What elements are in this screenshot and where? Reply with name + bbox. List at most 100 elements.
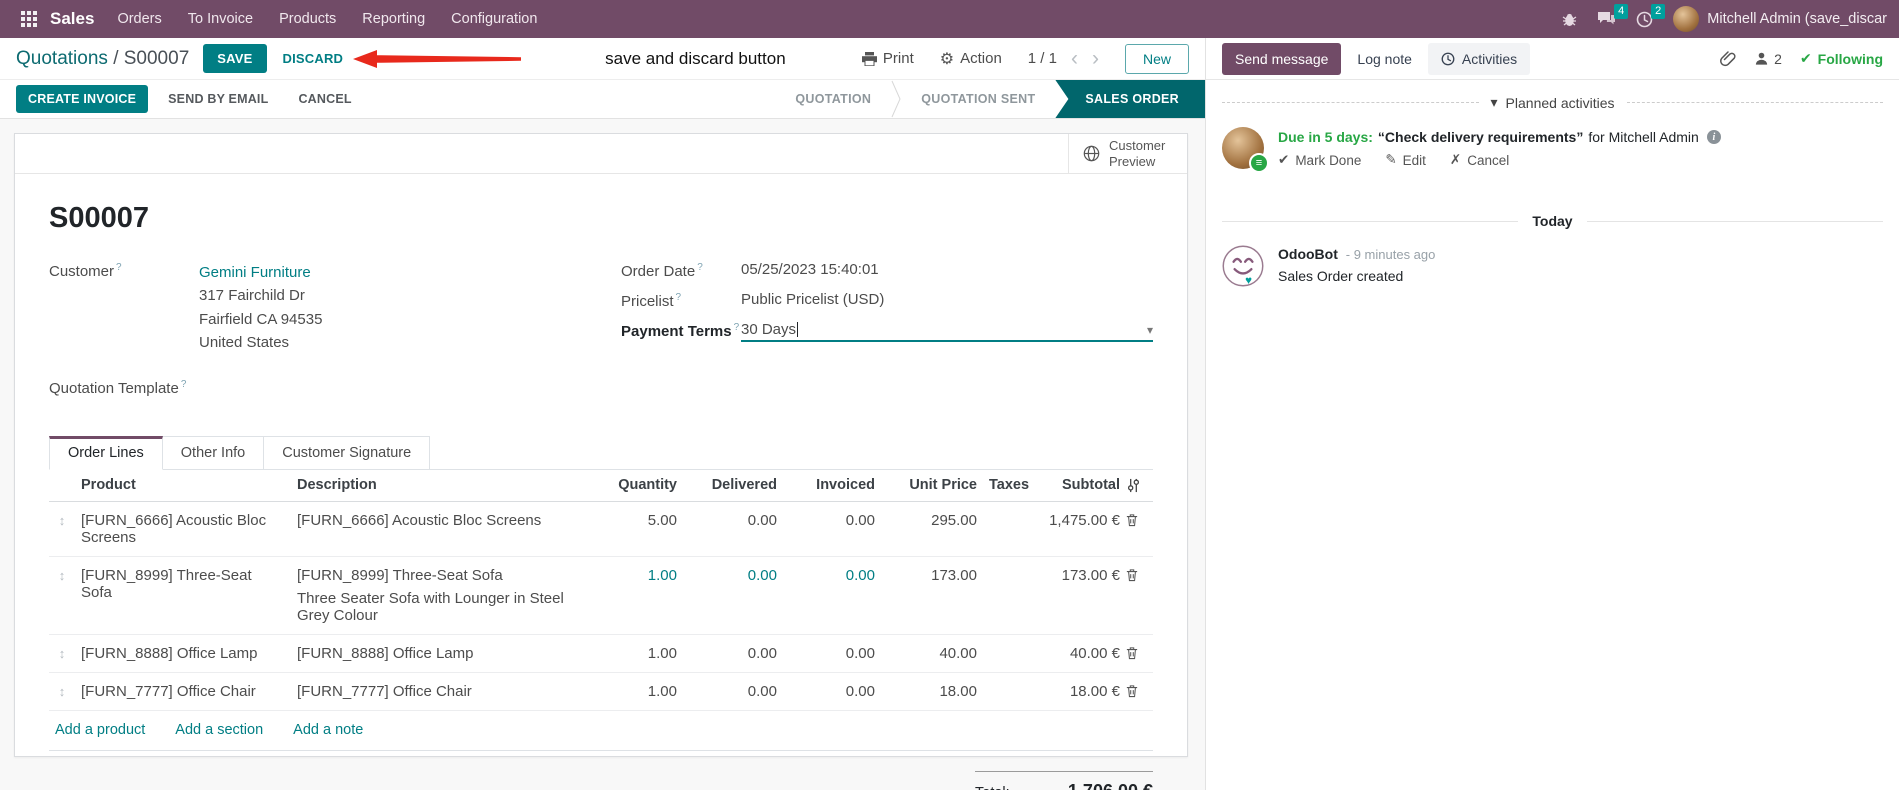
- send-by-email-button[interactable]: SEND BY EMAIL: [158, 85, 278, 113]
- cell-delivered[interactable]: 0.00: [747, 645, 777, 662]
- step-sales-order[interactable]: SALES ORDER: [1055, 80, 1205, 118]
- cell-product[interactable]: [FURN_8888] Office Lamp: [81, 645, 258, 662]
- print-button[interactable]: Print: [861, 50, 914, 67]
- debug-bug-icon[interactable]: [1562, 11, 1577, 27]
- save-button[interactable]: SAVE: [203, 44, 267, 73]
- info-icon[interactable]: i: [1706, 130, 1721, 144]
- menu-reporting[interactable]: Reporting: [362, 11, 426, 27]
- following-button[interactable]: ✔ Following: [1799, 50, 1883, 67]
- menu-orders[interactable]: Orders: [117, 11, 162, 27]
- add-a-product-link[interactable]: Add a product: [55, 722, 146, 738]
- pricelist-field[interactable]: Public Pricelist (USD): [741, 291, 885, 308]
- edit-activity-button[interactable]: ✎ Edit: [1385, 152, 1426, 168]
- tab-other-info[interactable]: Other Info: [162, 436, 265, 469]
- col-subtotal[interactable]: Subtotal: [1062, 477, 1120, 493]
- new-button[interactable]: New: [1124, 43, 1189, 74]
- customer-preview-button[interactable]: Customer Preview: [1068, 134, 1187, 173]
- control-panel: Quotations / S00007 SAVE DISCARD save an…: [0, 38, 1205, 80]
- menu-configuration[interactable]: Configuration: [451, 11, 538, 27]
- col-description[interactable]: Description: [297, 477, 377, 493]
- cell-product[interactable]: [FURN_7777] Office Chair: [81, 683, 256, 700]
- cell-product[interactable]: [FURN_6666] Acoustic Bloc Screens: [81, 512, 267, 546]
- step-quotation[interactable]: QUOTATION: [795, 92, 872, 106]
- cell-invoiced[interactable]: 0.00: [845, 567, 875, 584]
- log-note-button[interactable]: Log note: [1357, 50, 1412, 67]
- col-product[interactable]: Product: [81, 477, 136, 493]
- cell-product[interactable]: [FURN_8999] Three-Seat Sofa: [81, 567, 252, 601]
- table-row[interactable]: ↕ [FURN_6666] Acoustic Bloc Screens [FUR…: [49, 502, 1153, 557]
- activities-clock-icon[interactable]: 2: [1636, 3, 1666, 28]
- table-row[interactable]: ↕ [FURN_8888] Office Lamp [FURN_8888] Of…: [49, 635, 1153, 673]
- cancel-activity-button[interactable]: ✗ Cancel: [1449, 152, 1510, 168]
- cell-taxes[interactable]: [983, 502, 1031, 522]
- attachments-button[interactable]: [1720, 50, 1736, 67]
- drag-handle-icon[interactable]: ↕: [58, 513, 66, 528]
- add-a-section-link[interactable]: Add a section: [175, 722, 264, 738]
- cell-description[interactable]: [FURN_7777] Office Chair: [297, 683, 472, 700]
- cell-taxes[interactable]: [983, 557, 1031, 577]
- drag-handle-icon[interactable]: ↕: [58, 568, 66, 583]
- cell-quantity[interactable]: 5.00: [647, 512, 677, 529]
- drag-handle-icon[interactable]: ↕: [58, 646, 66, 661]
- discard-button[interactable]: DISCARD: [282, 51, 344, 66]
- cell-invoiced[interactable]: 0.00: [845, 645, 875, 662]
- activities-button[interactable]: Activities: [1427, 42, 1531, 75]
- message-author[interactable]: OdooBot: [1278, 246, 1338, 262]
- customer-link[interactable]: Gemini Furniture: [199, 264, 311, 281]
- create-invoice-button[interactable]: CREATE INVOICE: [16, 85, 149, 113]
- cell-quantity[interactable]: 1.00: [647, 683, 677, 700]
- col-invoiced[interactable]: Invoiced: [816, 477, 875, 493]
- col-quantity[interactable]: Quantity: [618, 477, 677, 493]
- tab-customer-signature[interactable]: Customer Signature: [264, 436, 431, 469]
- col-taxes[interactable]: Taxes: [989, 477, 1030, 493]
- user-menu[interactable]: Mitchell Admin (save_discar: [1673, 6, 1887, 32]
- menu-to-invoice[interactable]: To Invoice: [187, 11, 254, 27]
- dropdown-caret-icon[interactable]: ▾: [1146, 322, 1153, 337]
- add-a-note-link[interactable]: Add a note: [293, 722, 364, 738]
- cell-taxes[interactable]: [983, 673, 1031, 693]
- cell-invoiced[interactable]: 0.00: [845, 683, 875, 700]
- tab-order-lines[interactable]: Order Lines: [49, 436, 163, 470]
- cell-unit-price[interactable]: 295.00: [931, 512, 977, 529]
- cell-invoiced[interactable]: 0.00: [845, 512, 875, 529]
- drag-handle-icon[interactable]: ↕: [58, 684, 66, 699]
- table-row[interactable]: ↕ [FURN_7777] Office Chair [FURN_7777] O…: [49, 673, 1153, 711]
- delete-row-icon[interactable]: [1126, 673, 1153, 698]
- step-quotation-sent[interactable]: QUOTATION SENT: [921, 92, 1036, 106]
- cell-delivered[interactable]: 0.00: [747, 567, 777, 584]
- cell-taxes[interactable]: [983, 635, 1031, 655]
- app-name[interactable]: Sales: [50, 9, 95, 28]
- followers-button[interactable]: 2: [1754, 51, 1782, 67]
- planned-activities-toggle[interactable]: ▾ Planned activities: [1222, 94, 1884, 111]
- col-unit-price[interactable]: Unit Price: [909, 477, 977, 493]
- mark-done-button[interactable]: ✔ Mark Done: [1278, 152, 1362, 168]
- cell-delivered[interactable]: 0.00: [747, 512, 777, 529]
- optional-columns-icon[interactable]: [1126, 470, 1153, 493]
- pager-previous-button[interactable]: ‹: [1070, 47, 1078, 70]
- cell-delivered[interactable]: 0.00: [747, 683, 777, 700]
- table-row[interactable]: ↕ [FURN_8999] Three-Seat Sofa [FURN_8999…: [49, 557, 1153, 635]
- cell-description[interactable]: [FURN_8999] Three-Seat Sofa Three Seater…: [291, 557, 596, 634]
- apps-grid-icon[interactable]: [12, 0, 46, 38]
- cell-description[interactable]: [FURN_8888] Office Lamp: [297, 645, 474, 662]
- terms-and-conditions-input[interactable]: Terms and conditions...: [49, 771, 202, 790]
- cell-quantity[interactable]: 1.00: [647, 645, 677, 662]
- pager-next-button[interactable]: ›: [1091, 47, 1099, 70]
- delete-row-icon[interactable]: [1126, 635, 1153, 660]
- delete-row-icon[interactable]: [1126, 557, 1153, 582]
- payment-terms-input[interactable]: 30 Days ▾: [741, 321, 1153, 342]
- menu-products[interactable]: Products: [279, 11, 337, 27]
- col-delivered[interactable]: Delivered: [711, 477, 777, 493]
- send-message-button[interactable]: Send message: [1222, 42, 1342, 75]
- breadcrumb-quotations-link[interactable]: Quotations: [16, 47, 108, 69]
- cell-unit-price[interactable]: 40.00: [939, 645, 977, 662]
- cell-quantity[interactable]: 1.00: [647, 567, 677, 584]
- messages-icon[interactable]: 4: [1597, 4, 1629, 27]
- action-button[interactable]: ⚙ Action: [939, 50, 1002, 68]
- delete-row-icon[interactable]: [1126, 502, 1153, 527]
- order-date-field[interactable]: 05/25/2023 15:40:01: [741, 261, 879, 278]
- cell-unit-price[interactable]: 173.00: [931, 567, 977, 584]
- cell-unit-price[interactable]: 18.00: [939, 683, 977, 700]
- cell-description[interactable]: [FURN_6666] Acoustic Bloc Screens: [297, 512, 542, 529]
- cancel-button[interactable]: CANCEL: [288, 85, 361, 113]
